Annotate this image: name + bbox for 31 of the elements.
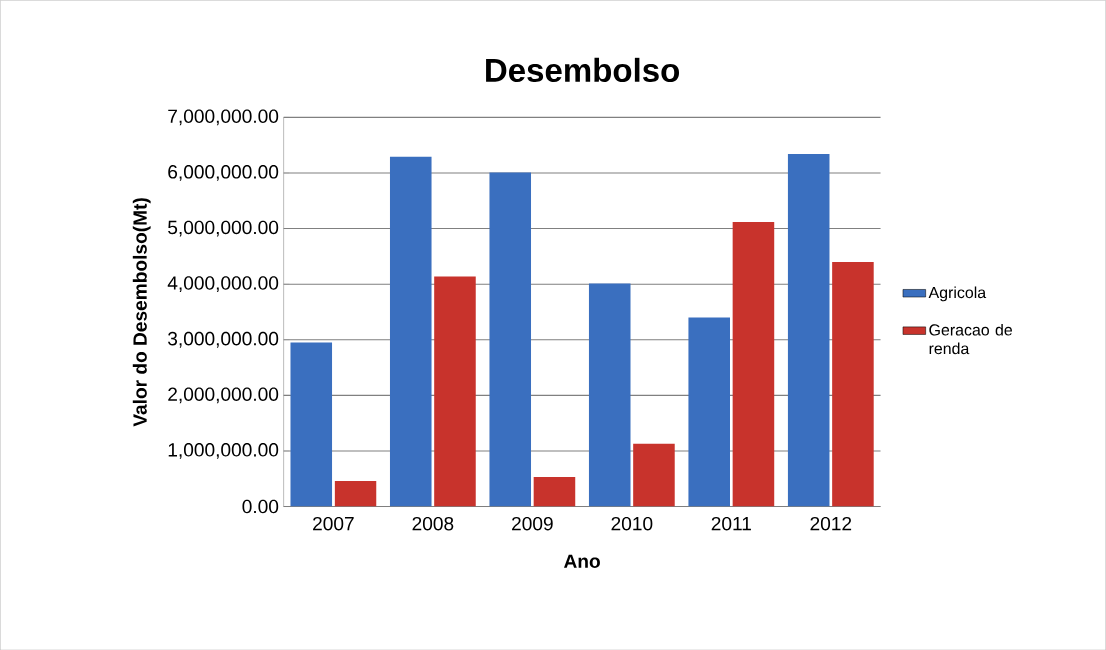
y-tick-label: 1,000,000.00 — [168, 442, 279, 459]
bar — [688, 317, 730, 507]
y-axis-title: Valor do Desembolso(Mt) — [132, 198, 151, 427]
x-tick-label: 2009 — [512, 516, 553, 531]
bar — [434, 276, 476, 507]
bar — [290, 342, 333, 507]
bar — [389, 156, 432, 507]
x-tick-label: 2011 — [711, 516, 751, 531]
x-tick-label: 2008 — [412, 516, 454, 531]
bar — [334, 480, 377, 507]
y-tick-label: 7,000,000.00 — [168, 109, 279, 126]
legend-label: Agricola — [928, 286, 987, 302]
x-tick-label: 2012 — [810, 516, 852, 531]
bar — [588, 283, 631, 507]
y-tick-label: 5,000,000.00 — [168, 220, 279, 237]
y-tick-label: 4,000,000.00 — [167, 276, 279, 292]
bar — [787, 153, 830, 507]
y-tick-label: 0.00 — [242, 499, 279, 514]
x-tick-label: 2007 — [313, 516, 354, 531]
x-tick-label: 2010 — [611, 516, 653, 531]
legend-label: Geracao de renda — [929, 323, 1012, 355]
chart-title: Desembolso — [486, 57, 680, 82]
bar — [732, 221, 775, 507]
bar — [533, 476, 576, 507]
x-axis-title: Ano — [563, 554, 600, 568]
bar — [832, 261, 874, 507]
bar — [489, 172, 532, 507]
y-tick-label: 3,000,000.00 — [168, 331, 279, 348]
bar — [633, 443, 675, 507]
y-tick-label: 6,000,000.00 — [168, 164, 279, 181]
y-tick-label: 2,000,000.00 — [168, 387, 279, 404]
